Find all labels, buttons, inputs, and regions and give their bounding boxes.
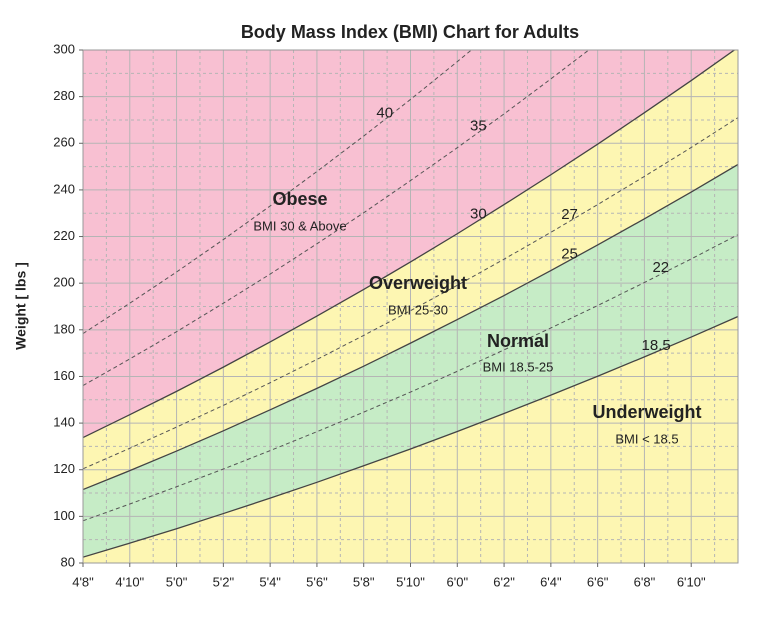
x-tick-label: 5'0" xyxy=(166,574,188,589)
y-tick-label: 280 xyxy=(53,88,75,103)
y-tick-label: 240 xyxy=(53,181,75,196)
zone-note: BMI 18.5-25 xyxy=(483,359,554,374)
bmi-line xyxy=(83,50,736,439)
y-tick-label: 300 xyxy=(53,41,75,56)
x-tick-label: 4'10" xyxy=(115,574,144,589)
zone-name: Normal xyxy=(487,331,549,351)
x-tick-label: 6'10" xyxy=(677,574,706,589)
zone-note: BMI 25-30 xyxy=(388,302,448,317)
plot-area xyxy=(83,50,738,563)
x-tick-label: 5'6" xyxy=(306,574,328,589)
x-tick-label: 5'8" xyxy=(353,574,375,589)
y-tick-label: 120 xyxy=(53,461,75,476)
bmi-line xyxy=(83,50,473,334)
x-tick-label: 6'0" xyxy=(447,574,469,589)
bmi-line xyxy=(83,50,590,386)
zone-name: Obese xyxy=(272,189,327,209)
chart-title: Body Mass Index (BMI) Chart for Adults xyxy=(241,22,579,42)
labels: Obese BMI 30 & Above Overweight BMI 25-3… xyxy=(253,189,701,447)
y-tick-label: 260 xyxy=(53,135,75,150)
curve-label: 18.5 xyxy=(642,337,671,354)
curve-label: 30 xyxy=(470,206,487,223)
x-tick-label: 5'10" xyxy=(396,574,425,589)
y-tick-label: 140 xyxy=(53,415,75,430)
bmi-line xyxy=(83,315,738,558)
bmi-line xyxy=(83,117,738,470)
x-tick-label: 6'2" xyxy=(493,574,515,589)
x-tick-label: 6'4" xyxy=(540,574,562,589)
bmi-line xyxy=(83,234,738,522)
curve-label: 27 xyxy=(561,206,578,223)
curve-label: 35 xyxy=(470,117,487,134)
y-tick-label: 200 xyxy=(53,275,75,290)
y-tick-label: 220 xyxy=(53,228,75,243)
curve-label: 25 xyxy=(561,245,578,262)
x-tick-label: 6'8" xyxy=(634,574,656,589)
y-tick-label: 100 xyxy=(53,508,75,523)
zone-name: Overweight xyxy=(369,273,467,293)
zone-name: Underweight xyxy=(592,402,701,422)
y-tick-label: 80 xyxy=(61,554,75,569)
y-tick-label: 160 xyxy=(53,368,75,383)
x-tick-label: 5'2" xyxy=(213,574,235,589)
bmi-line xyxy=(83,163,738,491)
y-axis-title: Weight [ lbs ] xyxy=(13,262,29,350)
x-tick-label: 4'8" xyxy=(72,574,94,589)
curve-label: 22 xyxy=(652,259,669,276)
zone-note: BMI < 18.5 xyxy=(615,431,678,446)
y-tick-label: 180 xyxy=(53,321,75,336)
curve-label: 40 xyxy=(376,105,393,122)
x-tick-label: 6'6" xyxy=(587,574,609,589)
zone-note: BMI 30 & Above xyxy=(253,218,346,233)
x-tick-label: 5'4" xyxy=(259,574,281,589)
